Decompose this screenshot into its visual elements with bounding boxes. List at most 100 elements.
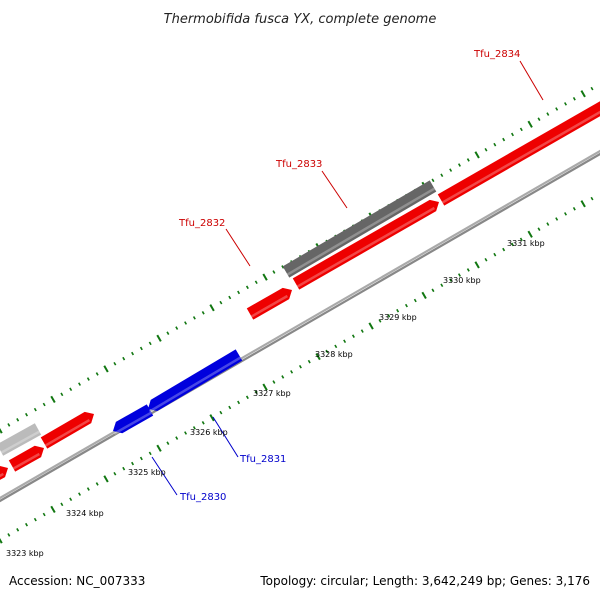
scale-labels: 3323 kbp 3324 kbp 3325 kbp 3326 kbp 3327 kbp… xyxy=(6,239,545,558)
minor-tick xyxy=(281,265,285,269)
scale-label: 3326 kbp xyxy=(190,428,228,437)
minor-tick xyxy=(69,497,73,502)
gene-label-tfu_2834[interactable]: Tfu_2834 xyxy=(473,49,544,101)
gene-label-tfu_2833[interactable]: Tfu_2833 xyxy=(275,159,348,209)
gene-feature-reverse[interactable] xyxy=(113,404,154,435)
minor-tick xyxy=(546,222,550,226)
minor-tick xyxy=(590,86,594,91)
major-tick xyxy=(103,365,109,373)
minor-tick xyxy=(245,395,249,400)
minor-tick xyxy=(219,300,223,305)
minor-tick xyxy=(466,158,470,162)
minor-tick xyxy=(493,142,497,147)
minor-tick xyxy=(192,316,196,320)
minor-tick xyxy=(360,329,364,333)
backbone-line xyxy=(0,152,600,503)
major-tick xyxy=(103,475,109,483)
scale-label: 3329 kbp xyxy=(379,313,417,322)
major-tick xyxy=(421,291,427,300)
gene-features xyxy=(0,97,600,484)
minor-tick xyxy=(60,502,64,507)
gene-label-tfu_2832[interactable]: Tfu_2832 xyxy=(178,218,251,267)
minor-tick xyxy=(113,471,117,476)
minor-tick xyxy=(272,270,276,274)
minor-tick xyxy=(192,426,196,430)
minor-tick xyxy=(396,308,400,313)
minor-tick xyxy=(148,451,152,456)
scale-label: 3323 kbp xyxy=(6,549,44,558)
minor-tick xyxy=(590,196,594,201)
minor-tick xyxy=(228,295,232,300)
major-tick xyxy=(474,261,480,269)
minor-tick xyxy=(572,97,576,101)
genome-backbone xyxy=(0,149,600,503)
minor-tick xyxy=(564,212,568,216)
gene-feature-forward[interactable] xyxy=(246,287,292,320)
minor-tick xyxy=(519,127,523,132)
major-tick xyxy=(209,414,215,422)
topology-text: Topology: circular; Length: 3,642,249 bp… xyxy=(259,574,590,588)
major-tick xyxy=(262,273,268,281)
scale-label: 3325 kbp xyxy=(128,468,166,477)
minor-tick xyxy=(449,168,453,172)
minor-tick xyxy=(201,421,205,425)
minor-tick xyxy=(139,346,143,351)
minor-tick xyxy=(25,412,29,417)
minor-tick xyxy=(290,370,294,374)
minor-tick xyxy=(537,227,541,231)
major-tick xyxy=(209,304,215,312)
minor-tick xyxy=(555,107,559,111)
minor-tick xyxy=(78,492,82,496)
minor-tick xyxy=(334,344,338,349)
minor-tick xyxy=(184,431,188,435)
gene-label-tfu_2831[interactable]: Tfu_2831 xyxy=(212,416,286,465)
minor-tick xyxy=(351,334,355,338)
gene-feature-forward[interactable] xyxy=(437,97,600,206)
gene-label-tfu_2830[interactable]: Tfu_2830 xyxy=(151,456,226,503)
minor-tick xyxy=(148,341,152,346)
minor-tick xyxy=(546,112,550,116)
minor-tick xyxy=(78,382,82,386)
major-tick xyxy=(50,505,56,514)
gene-feature-forward[interactable] xyxy=(40,411,94,449)
major-tick xyxy=(50,395,56,404)
minor-tick xyxy=(175,436,179,440)
minor-tick xyxy=(245,285,249,290)
scale-label: 3328 kbp xyxy=(315,350,353,359)
major-tick xyxy=(315,352,321,361)
backbone-line xyxy=(0,149,600,500)
minor-tick xyxy=(166,331,170,335)
minor-tick xyxy=(228,405,232,410)
minor-tick xyxy=(184,321,188,325)
gene-feature-hypothetical[interactable] xyxy=(282,180,437,278)
leader-line xyxy=(225,228,251,267)
minor-tick xyxy=(139,456,143,461)
gene-feature-forward[interactable] xyxy=(0,466,8,484)
minor-tick xyxy=(440,173,444,178)
gene-label-text: Tfu_2830 xyxy=(179,492,226,503)
minor-tick xyxy=(122,466,126,471)
gene-feature-forward[interactable] xyxy=(8,445,45,472)
major-tick xyxy=(262,383,268,391)
leader-line xyxy=(321,170,348,209)
minor-tick xyxy=(7,533,11,537)
gene-feature-forward[interactable] xyxy=(292,199,439,290)
scale-label: 3327 kbp xyxy=(253,389,291,398)
gene-label-text: Tfu_2834 xyxy=(473,49,520,60)
minor-tick xyxy=(237,400,241,405)
minor-tick xyxy=(431,288,435,293)
major-tick xyxy=(156,334,162,342)
minor-tick xyxy=(484,147,488,152)
minor-tick xyxy=(113,361,117,366)
minor-tick xyxy=(484,257,488,262)
gene-feature-reverse[interactable] xyxy=(148,349,243,413)
minor-tick xyxy=(555,217,559,221)
minor-tick xyxy=(42,402,46,407)
minor-tick xyxy=(60,392,64,397)
gene-feature-faded[interactable] xyxy=(0,423,42,456)
minor-tick xyxy=(166,441,170,445)
minor-tick xyxy=(69,387,73,392)
major-tick xyxy=(527,120,533,128)
minor-tick xyxy=(95,482,99,486)
